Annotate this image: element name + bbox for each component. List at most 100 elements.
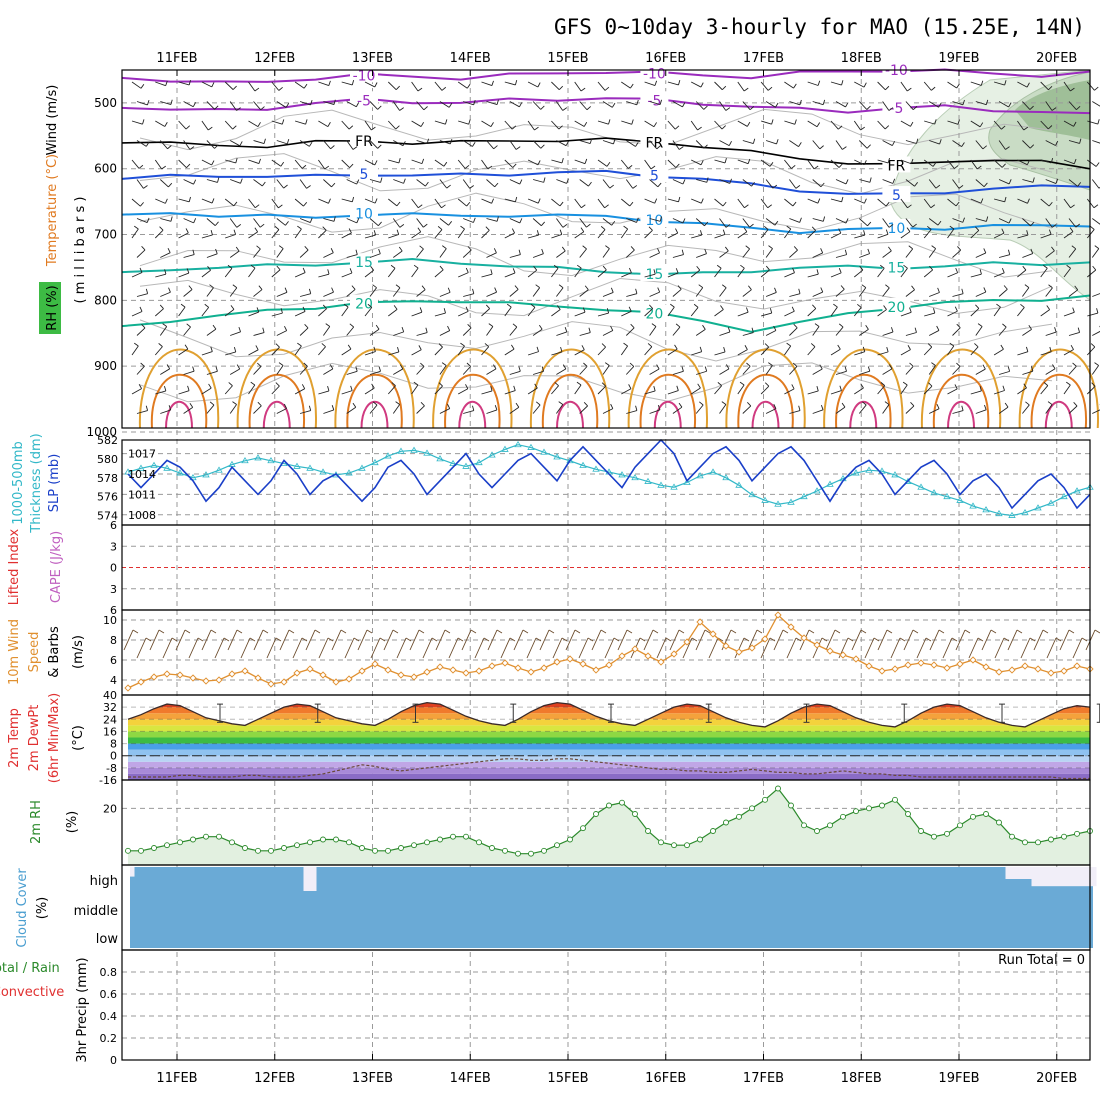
wind-barb xyxy=(178,198,190,203)
wind-barb xyxy=(1091,365,1099,375)
wind-barb xyxy=(854,81,865,88)
wind-barb xyxy=(481,390,493,395)
wind-barb-feather xyxy=(186,268,190,274)
wind-barb-feather xyxy=(512,163,517,168)
wind-barb xyxy=(323,368,334,375)
wind-barb-feather xyxy=(767,204,772,209)
wind-barb xyxy=(597,269,607,278)
wind-barb-feather xyxy=(979,122,984,128)
wind-barb-feather xyxy=(841,402,846,408)
wind-barb xyxy=(737,231,748,239)
wind-barb-feather xyxy=(534,383,538,389)
wind-barb xyxy=(481,346,490,356)
wind-barb xyxy=(509,179,520,185)
wind-barb xyxy=(346,140,354,150)
thickness-point xyxy=(410,446,418,453)
wind-barb xyxy=(952,101,964,106)
wind-barb-feather xyxy=(215,248,218,254)
wind-barb xyxy=(644,230,653,239)
wind-barb xyxy=(346,289,356,297)
wind-barb xyxy=(131,311,143,317)
wind-barb xyxy=(392,287,401,297)
precip-ylabel: 3hr Precip (mm) xyxy=(75,957,90,1062)
wind10-barb-feather xyxy=(873,637,880,642)
wind-barb-feather xyxy=(448,221,453,226)
wind-barb xyxy=(229,218,238,228)
wind10-barb xyxy=(266,637,277,659)
wind-barb-feather xyxy=(189,402,194,408)
wind10-barb-feather xyxy=(626,629,633,634)
wind-barb-feather xyxy=(885,284,890,289)
wind-barb-feather xyxy=(566,178,569,184)
wind-barb-feather xyxy=(696,265,701,271)
sounding-panel-frame xyxy=(121,69,1091,429)
wind-barb xyxy=(393,331,404,336)
bl-isotherm-35 xyxy=(849,400,878,429)
temp-band xyxy=(128,755,1090,762)
wind10-barb xyxy=(708,637,719,659)
bl-isotherm-35 xyxy=(1044,400,1073,429)
wind-barb xyxy=(877,267,885,278)
wind-barb xyxy=(509,254,521,258)
wind-barb-feather xyxy=(879,264,885,269)
thickness-point xyxy=(241,457,249,464)
wind-barb xyxy=(1040,385,1049,395)
wind-barb xyxy=(975,409,987,414)
wind-barb xyxy=(486,252,497,258)
wind-barb-feather xyxy=(812,304,817,309)
wind-barb-feather xyxy=(961,288,964,294)
wind-barb xyxy=(905,366,914,375)
wind-barb xyxy=(416,332,428,336)
pressure-tick-label: 1000 xyxy=(86,425,117,439)
wind-barb xyxy=(486,179,495,188)
wind-barb xyxy=(714,198,724,207)
wind-barb-feather xyxy=(961,405,964,411)
wind10-barb-feather xyxy=(197,637,204,642)
wind-barb-feather xyxy=(629,362,635,367)
isotherm-label: 5 xyxy=(360,167,369,183)
wind-barb xyxy=(877,120,886,130)
thickness-point xyxy=(527,443,535,450)
rh-ylabel: 2m RH xyxy=(29,800,44,844)
wind-barb xyxy=(323,252,334,258)
wind-barb xyxy=(439,101,450,108)
rh-point xyxy=(372,847,378,854)
wind-barb-feather xyxy=(906,227,911,232)
wind-barb-feather xyxy=(933,308,936,314)
rh-point xyxy=(931,833,937,840)
isotherm-label-bg xyxy=(882,186,911,203)
sounding-ylabel-rh: RH (%) xyxy=(45,285,60,330)
wind-barb-feather xyxy=(467,323,472,329)
wind-barb-feather xyxy=(1007,249,1011,255)
wind-barb-feather xyxy=(793,83,797,89)
wind-barb xyxy=(1091,248,1100,258)
wind-barb xyxy=(835,101,846,108)
date-label-top: 16FEB xyxy=(645,51,686,66)
wind-barb xyxy=(1017,351,1029,356)
cloud-high-gap xyxy=(1005,867,1032,879)
temp-ylabel-3: (6hr Min/Max) xyxy=(47,693,62,783)
wind-barb xyxy=(486,140,495,150)
wind-barb xyxy=(830,272,842,278)
wind-barb xyxy=(1040,198,1050,207)
wind-barb-feather xyxy=(723,346,726,353)
wind-barb-feather xyxy=(979,386,982,392)
wind-barb xyxy=(621,388,632,395)
wind-barb-feather xyxy=(391,382,396,387)
li-tick-label: 3 xyxy=(110,583,117,596)
wind10-barb-feather xyxy=(964,629,971,634)
wind-barb xyxy=(131,81,142,89)
wind-barb-feather xyxy=(635,405,638,411)
wind10-point xyxy=(982,663,990,671)
wind-barb-feather xyxy=(250,381,256,386)
chart-title: GFS 0~10day 3-hourly for MAO (15.25E, 14… xyxy=(554,15,1085,39)
wind-barb-feather xyxy=(610,403,614,409)
wind-barb-feather xyxy=(816,122,821,127)
wind-barb xyxy=(579,405,588,414)
wind-barb-feather xyxy=(184,344,189,350)
wind-barb-feather xyxy=(1003,285,1008,290)
wind-barb-feather xyxy=(305,119,308,125)
wind-barb xyxy=(318,159,326,170)
wind-barb-feather xyxy=(653,269,656,275)
wind-barb-feather xyxy=(1043,264,1048,269)
